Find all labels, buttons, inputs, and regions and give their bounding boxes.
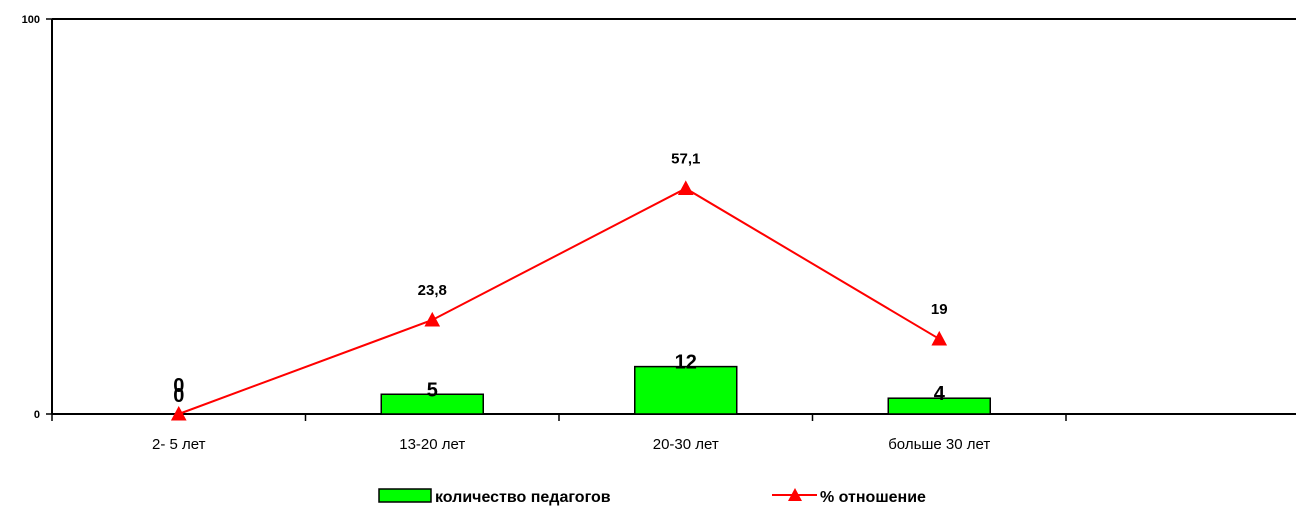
bar [887, 397, 991, 415]
line-data-label: 57,1 [671, 150, 700, 167]
y-tick-labels: 0 100 [22, 14, 40, 421]
axes [46, 18, 1296, 421]
bar [634, 365, 738, 415]
category-label: 20-30 лет [653, 436, 719, 453]
legend: количество педагогов % отношение [378, 488, 926, 506]
bar-data-label: 5 [427, 379, 438, 401]
category-labels: 2- 5 лет 13-20 лет 20-30 лет больше 30 л… [152, 436, 990, 453]
line-point-triangle [931, 330, 948, 346]
legend-bar-swatch [378, 488, 432, 503]
category-label: 13-20 лет [399, 436, 465, 453]
y-tick-label-100: 100 [22, 14, 40, 26]
line-series [170, 180, 948, 421]
legend-label-count: количество педагогов [435, 489, 611, 506]
line-point-triangle [170, 405, 187, 421]
line-data-label: 19 [931, 301, 948, 318]
legend-triangle-marker-icon [788, 488, 802, 501]
line-path [178, 187, 940, 415]
line-data-label: 23,8 [418, 282, 447, 299]
y-tick-label-0: 0 [34, 409, 40, 421]
bar-data-label: 4 [934, 383, 946, 405]
line-point-triangle [424, 311, 441, 327]
category-label: больше 30 лет [888, 436, 990, 453]
legend-label-percent: % отношение [820, 489, 926, 506]
bar-data-labels: 0 5 12 4 [173, 352, 946, 407]
line-point-triangle [677, 180, 694, 195]
bar-data-label: 12 [675, 352, 697, 374]
bar [380, 393, 484, 415]
bar-data-label: 0 [173, 385, 184, 407]
bar-series [380, 365, 991, 415]
line-data-labels: 0 23,8 57,1 19 [173, 150, 947, 397]
line-data-label: 0 [173, 375, 184, 397]
category-label: 2- 5 лет [152, 436, 206, 453]
